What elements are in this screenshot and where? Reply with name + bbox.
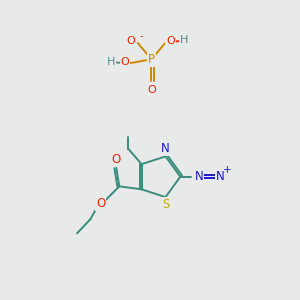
Text: P: P (148, 53, 155, 66)
Text: S: S (162, 198, 169, 211)
Text: H: H (107, 58, 115, 68)
Text: -: - (140, 31, 143, 41)
Text: O: O (121, 58, 129, 68)
Text: N: N (216, 170, 225, 183)
Text: H: H (180, 35, 189, 45)
Text: O: O (127, 37, 136, 46)
Text: N: N (195, 170, 203, 183)
Text: N: N (161, 142, 170, 155)
Text: +: + (223, 165, 231, 175)
Text: O: O (166, 37, 175, 46)
Text: O: O (96, 197, 105, 210)
Text: O: O (147, 85, 156, 95)
Text: O: O (111, 153, 120, 166)
